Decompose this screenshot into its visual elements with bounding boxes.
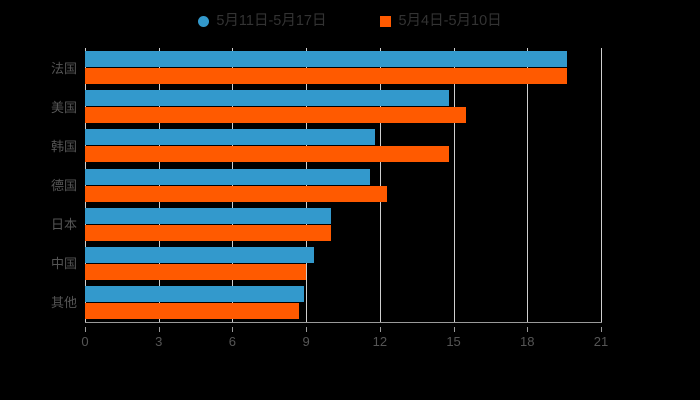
bar-日本-series1 <box>85 207 331 224</box>
x-tick-mark <box>379 327 381 332</box>
bar-中国-series1 <box>85 246 314 263</box>
y-axis-label-美国: 美国 <box>50 99 77 115</box>
x-tick-label-15: 15 <box>446 334 461 349</box>
y-axis-label-法国: 法国 <box>50 60 77 76</box>
bar-美国-series2 <box>85 107 466 124</box>
x-tick-label-6: 6 <box>228 334 237 349</box>
legend-label-series2: 5月4日-5月10日 <box>398 12 502 29</box>
bar-其他-series2 <box>85 302 299 319</box>
bar-美国-series1 <box>85 90 449 107</box>
y-axis-label-其他: 其他 <box>50 295 77 311</box>
y-axis-label-日本: 日本 <box>50 217 77 233</box>
bar-德国-series2 <box>85 185 388 202</box>
x-tick-mark <box>601 327 602 332</box>
gridline <box>232 48 234 322</box>
x-tick-mark <box>306 327 308 332</box>
square-marker-icon <box>380 15 392 27</box>
bar-法国-series1 <box>85 51 567 68</box>
x-tick-mark <box>85 327 86 332</box>
x-tick-label-12: 12 <box>372 334 388 349</box>
x-tick-mark <box>453 327 455 332</box>
x-tick-label-21: 21 <box>593 334 609 349</box>
y-axis-label-韩国: 韩国 <box>50 138 77 154</box>
gridline <box>601 48 602 322</box>
chart-legend: 5月11日-5月17日 5月4日-5月10日 <box>0 8 700 34</box>
y-axis-label-中国: 中国 <box>50 256 77 272</box>
x-tick-label-9: 9 <box>302 334 310 349</box>
legend-item-series1[interactable]: 5月11日-5月17日 <box>198 14 326 29</box>
x-tick-label-0: 0 <box>81 334 89 349</box>
gridline <box>379 48 381 322</box>
gridline <box>527 48 529 322</box>
bar-中国-series2 <box>85 263 307 280</box>
x-tick-label-3: 3 <box>155 334 163 349</box>
bar-韩国-series2 <box>85 146 449 163</box>
bar-韩国-series1 <box>85 129 375 146</box>
x-axis-line <box>85 322 602 323</box>
y-axis-label-德国: 德国 <box>50 178 77 193</box>
x-tick-mark <box>527 327 529 332</box>
y-axis-labels: 法国美国韩国德国日本中国其他 <box>0 48 77 322</box>
gridline <box>158 48 160 322</box>
plot-area <box>85 48 602 322</box>
legend-label-series1: 5月11日-5月17日 <box>216 12 327 29</box>
gridline <box>85 48 86 322</box>
bar-其他-series1 <box>85 285 304 302</box>
x-tick-label-18: 18 <box>520 334 535 349</box>
x-axis-labels: 0 3 6 9 12 15 18 21 <box>81 327 608 349</box>
bar-德国-series1 <box>85 168 371 185</box>
bar-法国-series2 <box>85 68 567 85</box>
legend-item-series2[interactable]: 5月4日-5月10日 <box>380 12 502 29</box>
bar-日本-series2 <box>85 224 331 241</box>
circle-marker-icon <box>198 15 210 27</box>
gridline <box>453 48 455 322</box>
gridline <box>306 48 308 322</box>
x-tick-mark <box>232 327 234 332</box>
x-tick-mark <box>158 327 160 332</box>
